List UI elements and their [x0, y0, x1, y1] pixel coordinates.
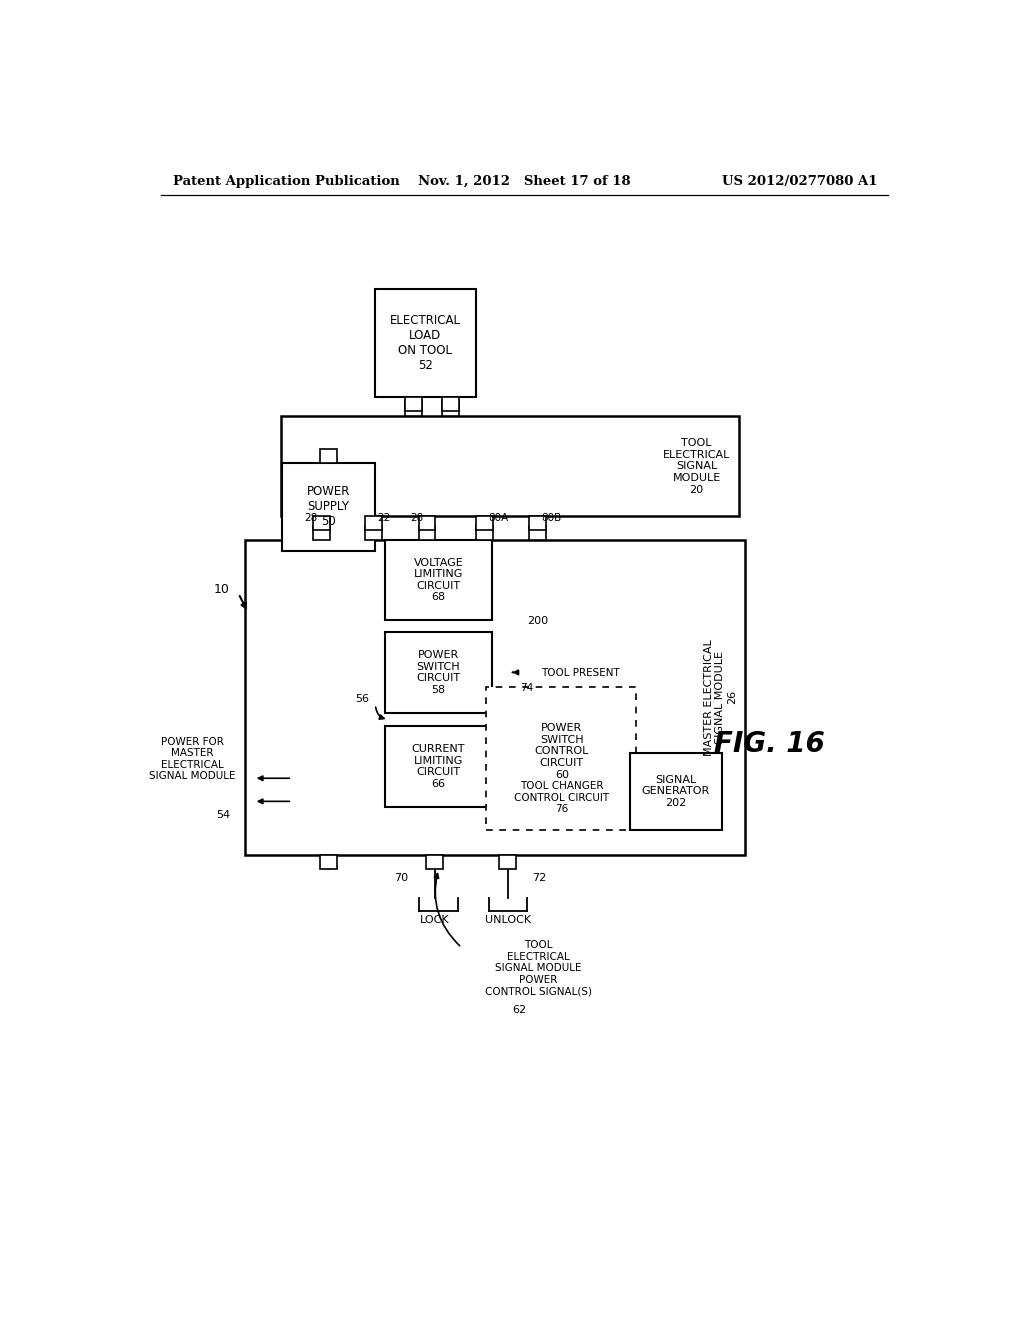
Bar [281, 416, 739, 516]
Bar [419, 516, 435, 531]
Bar [283, 462, 375, 552]
Bar [313, 516, 330, 531]
Text: TOOL PRESENT: TOOL PRESENT [541, 668, 620, 678]
Bar [528, 525, 546, 540]
Text: 80B: 80B [541, 512, 561, 523]
Text: 28: 28 [304, 512, 317, 523]
Text: POWER
SUPPLY
50: POWER SUPPLY 50 [307, 486, 350, 528]
Text: CURRENT
LIMITING
CIRCUIT
66: CURRENT LIMITING CIRCUIT 66 [412, 744, 465, 789]
Text: POWER
SWITCH
CONTROL
CIRCUIT
60: POWER SWITCH CONTROL CIRCUIT 60 [535, 723, 589, 780]
Bar [441, 403, 459, 416]
Text: 54: 54 [216, 810, 230, 820]
Text: 80A: 80A [488, 512, 509, 523]
Text: TOOL
ELECTRICAL
SIGNAL
MODULE
20: TOOL ELECTRICAL SIGNAL MODULE 20 [663, 438, 730, 495]
Text: 56: 56 [355, 694, 370, 704]
Bar [426, 855, 443, 869]
Text: POWER FOR
MASTER
ELECTRICAL
SIGNAL MODULE: POWER FOR MASTER ELECTRICAL SIGNAL MODUL… [148, 737, 236, 781]
Bar [365, 525, 382, 540]
Bar [245, 540, 745, 855]
Text: 28: 28 [410, 512, 423, 523]
Text: 200: 200 [527, 616, 548, 626]
Text: FIG. 16: FIG. 16 [715, 730, 825, 758]
Bar [385, 540, 493, 620]
Bar [319, 855, 337, 869]
Bar [441, 397, 459, 411]
Bar [508, 697, 615, 805]
Bar [500, 855, 516, 869]
Text: TOOL
ELECTRICAL
SIGNAL MODULE
POWER
CONTROL SIGNAL(S): TOOL ELECTRICAL SIGNAL MODULE POWER CONT… [484, 940, 592, 997]
Text: POWER
SWITCH
CIRCUIT
58: POWER SWITCH CIRCUIT 58 [417, 649, 461, 694]
Bar [630, 752, 722, 830]
Text: 10: 10 [213, 583, 229, 597]
Bar [406, 403, 422, 416]
Bar [319, 449, 337, 462]
Text: 72: 72 [532, 874, 547, 883]
Bar [406, 397, 422, 411]
Text: Patent Application Publication: Patent Application Publication [173, 176, 399, 187]
Bar [528, 516, 546, 531]
Text: LOCK: LOCK [420, 915, 450, 924]
Bar [313, 525, 330, 540]
Bar [385, 632, 493, 713]
Text: ELECTRICAL
LOAD
ON TOOL
52: ELECTRICAL LOAD ON TOOL 52 [390, 314, 461, 372]
Bar [476, 525, 494, 540]
Text: MASTER ELECTRICAL
SIGNAL MODULE
26: MASTER ELECTRICAL SIGNAL MODULE 26 [703, 639, 737, 756]
Bar [486, 688, 637, 830]
Text: 74: 74 [520, 684, 534, 693]
Text: 62: 62 [512, 1006, 526, 1015]
Text: 70: 70 [393, 874, 408, 883]
Text: Nov. 1, 2012   Sheet 17 of 18: Nov. 1, 2012 Sheet 17 of 18 [419, 176, 631, 187]
Text: 22: 22 [377, 512, 390, 523]
Text: VOLTAGE
LIMITING
CIRCUIT
68: VOLTAGE LIMITING CIRCUIT 68 [414, 557, 464, 602]
Bar [376, 289, 475, 397]
Bar [419, 525, 435, 540]
Text: SIGNAL
GENERATOR
202: SIGNAL GENERATOR 202 [642, 775, 710, 808]
Bar [476, 516, 494, 531]
Bar [365, 516, 382, 531]
Text: UNLOCK: UNLOCK [484, 915, 530, 924]
Text: TOOL CHANGER
CONTROL CIRCUIT
76: TOOL CHANGER CONTROL CIRCUIT 76 [514, 781, 609, 814]
Bar [385, 726, 493, 807]
Text: US 2012/0277080 A1: US 2012/0277080 A1 [722, 176, 878, 187]
